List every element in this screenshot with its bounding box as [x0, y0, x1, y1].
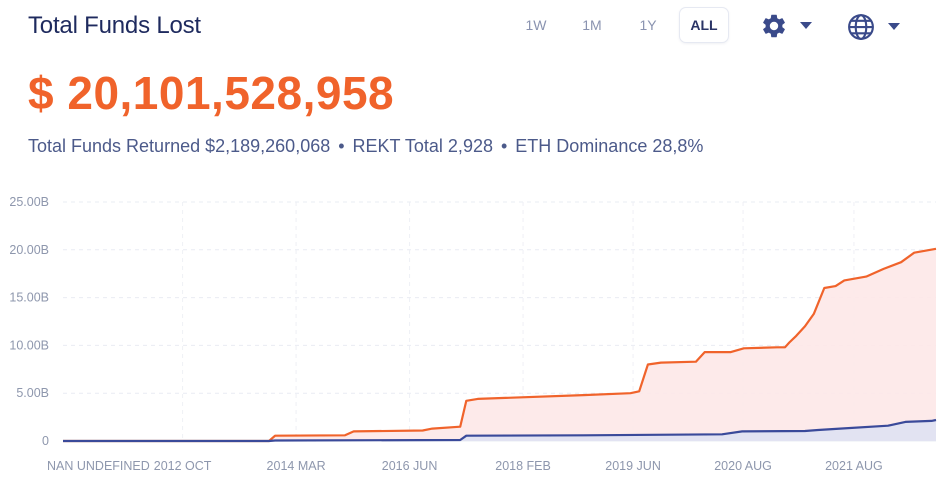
rekt-total-stat: REKT Total 2,928 — [352, 136, 493, 156]
y-tick-label: 25.00B — [9, 195, 49, 209]
settings-dropdown[interactable] — [760, 12, 812, 40]
funds-returned-area — [63, 420, 936, 441]
gear-icon — [760, 12, 788, 40]
page-title: Total Funds Lost — [28, 12, 201, 39]
x-tick-label: 2016 JUN — [382, 459, 438, 473]
summary-stats: Total Funds Returned $2,189,260,068 • REKT… — [28, 136, 703, 157]
separator-dot: • — [500, 136, 508, 156]
caret-down-icon — [888, 23, 900, 31]
funds-returned-stat: Total Funds Returned $2,189,260,068 — [28, 136, 331, 156]
range-tab-1w[interactable]: 1W — [525, 17, 547, 33]
x-tick-label: 2021 AUG — [825, 459, 883, 473]
range-tab-1y[interactable]: 1Y — [639, 17, 657, 33]
language-dropdown[interactable] — [846, 12, 900, 42]
range-tab-1m[interactable]: 1M — [582, 17, 602, 33]
range-tab-all[interactable]: ALL — [680, 8, 728, 42]
y-tick-label: 5.00B — [16, 386, 49, 400]
separator-dot: • — [338, 136, 345, 156]
funds-lost-chart: 0 5.00B 10.00B 15.00B 20.00B 25.00B NAN UNDEFI… — [9, 195, 937, 473]
x-tick-label: 2020 AUG — [714, 459, 772, 473]
y-tick-label: 20.00B — [9, 243, 49, 257]
total-funds-lost-value: $ 20,101,528,958 — [28, 67, 395, 119]
eth-dominance-stat: ETH Dominance 28,8% — [515, 136, 704, 156]
caret-down-icon — [800, 22, 812, 30]
x-tick-label: 2019 JUN — [605, 459, 661, 473]
y-tick-label: 0 — [42, 434, 49, 448]
funds-lost-line — [63, 247, 937, 443]
globe-icon — [846, 12, 876, 42]
y-tick-label: 15.00B — [9, 291, 49, 305]
range-tabs: 1W 1M 1Y ALL — [512, 8, 728, 42]
funds-lost-area — [63, 248, 936, 441]
y-tick-label: 10.00B — [9, 338, 49, 352]
x-tick-label: 2014 MAR — [267, 459, 326, 473]
funds-returned-line — [63, 418, 937, 443]
x-tick-label: 2018 FEB — [495, 459, 551, 473]
x-tick-label: NAN UNDEFINED — [47, 459, 150, 473]
x-tick-label: 2012 OCT — [154, 459, 212, 473]
